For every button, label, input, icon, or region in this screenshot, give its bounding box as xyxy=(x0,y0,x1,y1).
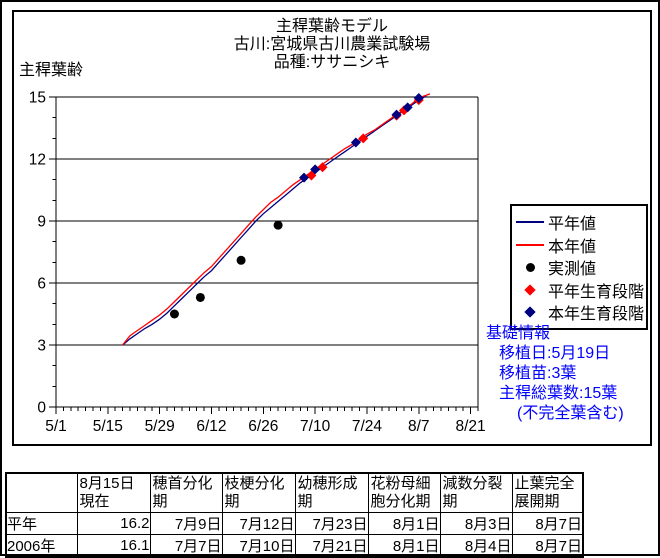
header-young-panicle-formation: 幼穂形成期 xyxy=(294,472,369,513)
chart-panel: 主稈葉齢モデル 古川:宮城県古川農業試験場 品種:ササニシキ 主稈葉齢 5/1 5… xyxy=(12,10,652,446)
info-title: 基礎情報 xyxy=(486,325,551,342)
svg-text:5/1: 5/1 xyxy=(45,418,67,435)
svg-text:8/7: 8/7 xyxy=(408,418,430,435)
svg-text:7/10: 7/10 xyxy=(300,418,331,435)
header-pollen-mother-cell: 花粉母細胞分化期 xyxy=(367,472,441,513)
info-total-leaves: 主稈総葉数:15葉 xyxy=(499,385,618,402)
svg-text:7/24: 7/24 xyxy=(352,418,383,435)
table-cell: 8月7日 xyxy=(511,534,584,558)
table-cell: 8月1日 xyxy=(367,512,441,535)
legend-item-observed: 実測値 xyxy=(512,256,646,279)
row-label-average-year: 平年 xyxy=(5,512,78,535)
table-row-average-year: 平年 16.2 7月9日 7月12日 7月23日 8月1日 8月3日 8月7日 xyxy=(5,512,584,535)
table-cell: 8月1日 xyxy=(367,534,441,558)
current-stage-diamond-icon xyxy=(512,306,548,318)
table-cell: 7月23日 xyxy=(294,512,369,535)
svg-text:6/12: 6/12 xyxy=(196,418,226,435)
observed-dot-icon xyxy=(512,262,548,272)
info-note: (不完全葉含む) xyxy=(517,405,624,422)
info-box: 基礎情報 移植日:5月19日 移植苗:3葉 主稈総葉数:15葉 (不完全葉含む) xyxy=(486,324,652,424)
header-panicle-neck-differentiation: 穂首分化期 xyxy=(149,472,223,513)
svg-text:9: 9 xyxy=(37,214,46,231)
header-meiosis: 減数分裂期 xyxy=(439,472,513,513)
average-line-swatch-icon xyxy=(512,221,548,224)
svg-text:3: 3 xyxy=(37,338,46,355)
header-branch-differentiation: 枝梗分化期 xyxy=(221,472,296,513)
table-cell: 7月9日 xyxy=(149,512,223,535)
growth-stage-table: 8月15日現在 穂首分化期 枝梗分化期 幼穂形成期 花粉母細胞分化期 減数分裂期… xyxy=(5,472,584,558)
legend-label: 実測値 xyxy=(548,261,597,279)
legend-item-current-line: 本年値 xyxy=(512,234,646,257)
table-cell: 7月7日 xyxy=(149,534,223,558)
chart-title-line2: 古川:宮城県古川農業試験場 xyxy=(233,36,431,53)
chart-title-line3: 品種:ササニシキ xyxy=(273,54,391,71)
legend-label: 平年値 xyxy=(548,216,597,234)
legend-label: 平年生育段階 xyxy=(548,283,645,301)
legend-item-average-line: 平年値 xyxy=(512,211,646,234)
svg-text:5/15: 5/15 xyxy=(93,418,123,435)
current-line-swatch-icon xyxy=(512,243,548,246)
svg-text:5/29: 5/29 xyxy=(145,418,175,435)
table-cell: 7月21日 xyxy=(294,534,369,558)
header-blank xyxy=(5,472,78,513)
table-cell: 16.2 xyxy=(76,512,151,535)
legend-label: 本年値 xyxy=(548,238,597,256)
legend-item-current-stage: 本年生育段階 xyxy=(512,301,646,324)
header-flag-leaf-expansion: 止葉完全展開期 xyxy=(511,472,584,513)
svg-text:6/26: 6/26 xyxy=(248,418,278,435)
table-cell: 16.1 xyxy=(76,534,151,558)
average-stage-diamond-icon xyxy=(512,284,548,296)
legend-label: 本年生育段階 xyxy=(548,306,645,324)
info-seedling-leaves: 移植苗:3葉 xyxy=(499,365,577,382)
legend: 平年値 本年値 実測値 平年生育段階 本年生育段階 xyxy=(510,204,648,330)
chart-title-line1: 主稈葉齢モデル xyxy=(275,18,388,35)
plot-area: 5/1 5/15 5/29 6/12 6/26 7/10 7/24 8/7 8/21 0 3 6 9 12… xyxy=(29,90,486,436)
table-cell: 7月12日 xyxy=(221,512,296,535)
svg-text:8/21: 8/21 xyxy=(456,418,486,435)
table-cell: 8月3日 xyxy=(439,512,513,535)
row-label-2006: 2006年 xyxy=(5,534,78,558)
table-cell: 8月7日 xyxy=(511,512,584,535)
info-transplant-date: 移植日:5月19日 xyxy=(499,345,611,362)
table-cell: 8月4日 xyxy=(439,534,513,558)
svg-text:0: 0 xyxy=(37,400,46,417)
table-header-row: 8月15日現在 穂首分化期 枝梗分化期 幼穂形成期 花粉母細胞分化期 減数分裂期… xyxy=(5,472,584,513)
table-row-2006: 2006年 16.1 7月7日 7月10日 7月21日 8月1日 8月4日 8月… xyxy=(5,534,584,558)
table-cell: 7月10日 xyxy=(221,534,296,558)
legend-item-average-stage: 平年生育段階 xyxy=(512,279,646,302)
svg-text:15: 15 xyxy=(29,90,46,107)
svg-text:6: 6 xyxy=(37,276,46,293)
svg-text:12: 12 xyxy=(29,152,46,169)
header-current-leaf-age: 8月15日現在 xyxy=(76,472,151,513)
y-axis-title: 主稈葉齢 xyxy=(19,62,84,79)
chart-title: 主稈葉齢モデル 古川:宮城県古川農業試験場 品種:ササニシキ xyxy=(14,18,650,72)
